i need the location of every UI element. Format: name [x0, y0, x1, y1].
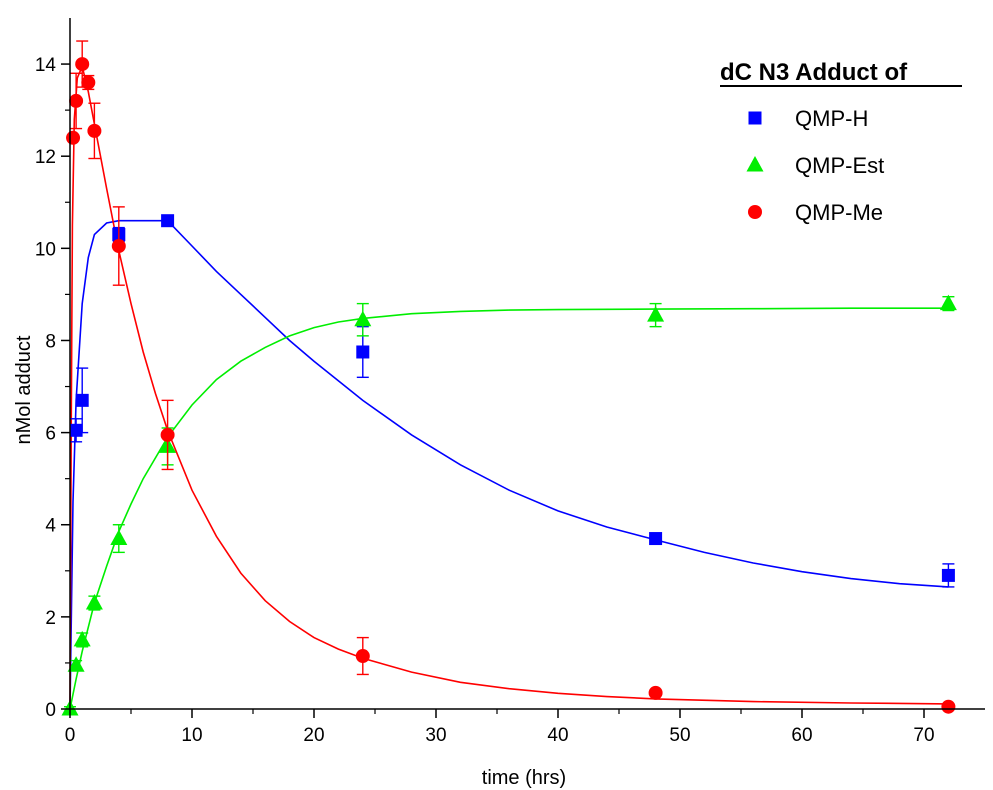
- plot-area: [61, 40, 957, 716]
- data-point-qmp-est: [67, 656, 85, 672]
- data-point-qmp-est: [110, 529, 128, 546]
- data-point-qmp-me: [87, 123, 102, 138]
- data-point-qmp-me: [941, 699, 956, 714]
- y-tick-label: 12: [35, 147, 56, 168]
- data-point-qmp-h: [69, 423, 83, 437]
- data-point-qmp-est: [939, 294, 957, 311]
- y-tick-label: 10: [35, 239, 56, 260]
- x-tick-label: 70: [913, 725, 934, 746]
- x-tick-label: 40: [547, 725, 568, 746]
- y-tick-label: 6: [45, 424, 56, 445]
- data-point-qmp-est: [354, 310, 372, 327]
- data-point-qmp-me: [355, 649, 370, 664]
- data-point-qmp-me: [160, 427, 175, 442]
- x-tick-label: 10: [181, 725, 202, 746]
- data-point-qmp-est: [647, 306, 665, 322]
- x-tick-label: 0: [65, 725, 76, 746]
- data-point-qmp-est: [85, 594, 103, 610]
- data-point-qmp-me: [66, 130, 81, 145]
- data-point-qmp-me: [69, 93, 84, 108]
- data-point-qmp-h: [941, 568, 955, 582]
- x-axis-title: time (hrs): [482, 767, 566, 789]
- y-tick-label: 2: [45, 608, 56, 629]
- data-point-qmp-est: [73, 630, 91, 647]
- data-point-qmp-h: [356, 345, 370, 359]
- legend-title: dC N3 Adduct of: [720, 59, 908, 86]
- legend-label-qmp-h: QMP-H: [795, 106, 868, 131]
- legend-marker-qmp-h: [748, 111, 762, 125]
- legend-marker-qmp-me: [748, 205, 762, 219]
- x-tick-label: 20: [303, 725, 324, 746]
- y-tick-label: 0: [45, 700, 56, 721]
- data-point-qmp-me: [81, 75, 96, 90]
- fit-curve-qmp-est: [69, 307, 949, 710]
- x-tick-label: 60: [791, 725, 812, 746]
- legend-label-qmp-me: QMP-Me: [795, 200, 883, 225]
- x-tick-label: 30: [425, 725, 446, 746]
- data-point-qmp-me: [648, 685, 663, 700]
- data-point-qmp-me: [75, 57, 90, 72]
- legend-marker-qmp-est: [746, 156, 764, 172]
- y-tick-label: 8: [45, 331, 56, 352]
- x-tick-label: 50: [669, 725, 690, 746]
- data-point-qmp-h: [75, 393, 89, 407]
- fit-curve-qmp-h: [69, 219, 949, 710]
- legend-label-qmp-est: QMP-Est: [795, 153, 884, 178]
- legend: dC N3 Adduct of QMP-H QMP-Est QMP-Me: [720, 59, 962, 225]
- y-tick-label: 14: [35, 55, 57, 76]
- data-point-qmp-me: [111, 239, 126, 254]
- y-axis-title: nMol adduct: [13, 335, 35, 444]
- data-point-qmp-h: [649, 532, 663, 546]
- data-point-qmp-h: [161, 214, 175, 228]
- axes: 0 10 20 30 40 50 60 70 0 2 4 6 8 10 12 14: [35, 18, 985, 746]
- y-tick-label: 4: [45, 516, 56, 537]
